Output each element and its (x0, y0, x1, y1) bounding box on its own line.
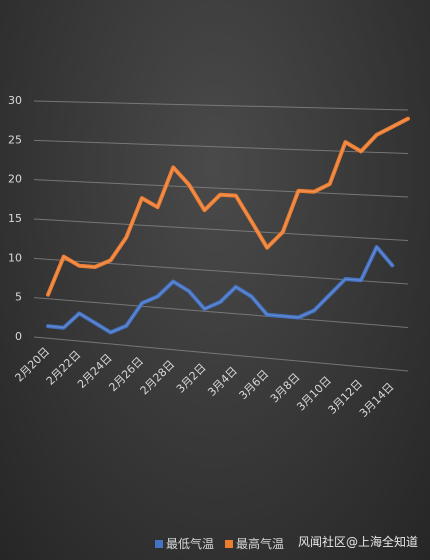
legend-swatch (225, 540, 233, 548)
gridline (33, 139, 409, 154)
y-tick-label: 20 (8, 173, 22, 186)
x-tick-label: 3月4日 (205, 364, 240, 399)
x-tick-label: 3月2日 (174, 361, 209, 396)
y-tick-label: 25 (8, 133, 22, 146)
y-tick-label: 0 (15, 330, 22, 343)
watermark-text: 风闻社区@上海全知道 (298, 534, 418, 549)
series-line-2 (46, 116, 410, 297)
series-line-1 (46, 245, 395, 335)
y-tick-label: 30 (8, 94, 22, 107)
legend-label: 最低气温 (166, 536, 214, 551)
gridline (33, 100, 409, 111)
gridline (33, 336, 409, 372)
legend-swatch (155, 540, 163, 548)
y-tick-label: 15 (8, 212, 22, 225)
legend-label: 最高气温 (236, 536, 284, 551)
x-tick-label: 3月6日 (237, 367, 272, 402)
gridline (33, 218, 409, 241)
gridline (33, 297, 409, 328)
y-tick-label: 10 (8, 251, 22, 264)
series-line-highlight-2 (47, 118, 409, 296)
y-tick-label: 5 (15, 291, 22, 304)
gridline (33, 179, 409, 198)
series-line-highlight-1 (47, 246, 393, 333)
